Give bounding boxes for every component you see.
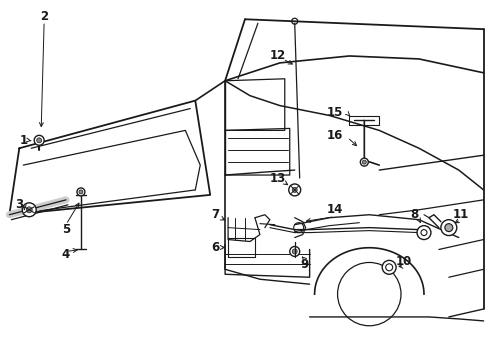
Circle shape [382,260,395,274]
Circle shape [79,190,83,194]
Text: 3: 3 [15,198,23,211]
Circle shape [77,188,85,196]
Circle shape [440,220,456,235]
Text: 5: 5 [62,223,70,236]
Circle shape [22,203,36,217]
Circle shape [288,184,300,196]
Text: 16: 16 [325,129,342,142]
Text: 15: 15 [325,106,342,119]
Circle shape [360,158,367,166]
Circle shape [37,138,41,143]
Text: 6: 6 [211,241,219,254]
Text: 4: 4 [62,248,70,261]
Circle shape [362,160,366,164]
Text: 10: 10 [395,255,411,268]
Circle shape [416,226,430,239]
Text: 9: 9 [300,258,308,271]
Text: 2: 2 [40,10,48,23]
Circle shape [34,135,44,145]
Text: 8: 8 [409,208,417,221]
Text: 14: 14 [325,203,342,216]
Text: 7: 7 [211,208,219,221]
Circle shape [444,224,452,231]
Text: 13: 13 [269,171,285,185]
Circle shape [292,188,297,192]
Circle shape [292,249,297,254]
Circle shape [289,247,299,256]
Text: 12: 12 [269,49,285,63]
Text: 11: 11 [452,208,468,221]
Circle shape [26,207,32,213]
Text: 1: 1 [19,134,27,147]
